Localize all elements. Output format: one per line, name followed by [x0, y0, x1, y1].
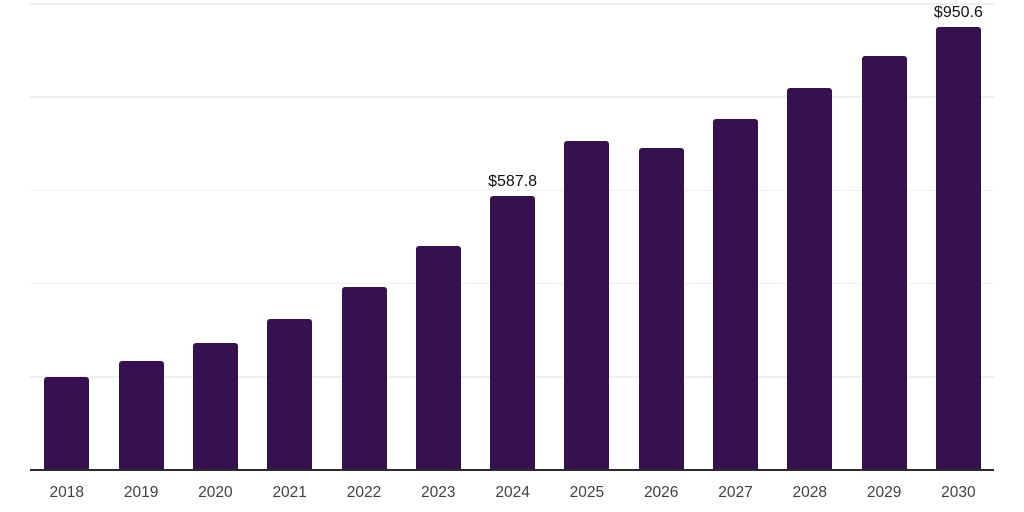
x-tick-2021: 2021 [272, 484, 307, 501]
x-tick-2023: 2023 [421, 484, 456, 501]
bar-2025 [564, 140, 610, 470]
bar-2020 [192, 342, 238, 470]
bar-2018 [44, 376, 90, 470]
x-tick-2018: 2018 [49, 484, 85, 501]
gridline-600 [30, 189, 994, 192]
bar-2024 [490, 195, 536, 470]
x-tick-2019: 2019 [123, 484, 159, 501]
bar-2028 [787, 88, 833, 470]
x-tick-2026: 2026 [643, 484, 679, 501]
bar-value-label-2030: $950.6 [933, 3, 983, 21]
bar-2030 [935, 26, 981, 470]
bar-2027 [713, 118, 758, 470]
plot-area: $587.8 $950.6 [30, 0, 994, 470]
x-tick-2027: 2027 [718, 484, 753, 501]
x-tick-2022: 2022 [346, 484, 382, 501]
x-tick-2028: 2028 [792, 484, 828, 501]
bar-value-label-2024: $587.8 [488, 172, 538, 190]
bar-2022 [341, 286, 387, 470]
x-tick-2030: 2030 [941, 484, 976, 501]
x-tick-2024: 2024 [495, 484, 530, 501]
bar-2019 [118, 361, 164, 470]
gridline-1000 [30, 3, 994, 5]
x-axis-line [30, 469, 994, 471]
x-tick-2020: 2020 [198, 484, 233, 501]
bar-2023 [415, 246, 461, 470]
x-tick-2025: 2025 [569, 484, 605, 501]
bar-2029 [861, 55, 907, 470]
gridline-800 [30, 96, 994, 98]
x-tick-2029: 2029 [866, 484, 902, 501]
bar-2026 [638, 148, 684, 470]
bar-2021 [267, 318, 313, 470]
